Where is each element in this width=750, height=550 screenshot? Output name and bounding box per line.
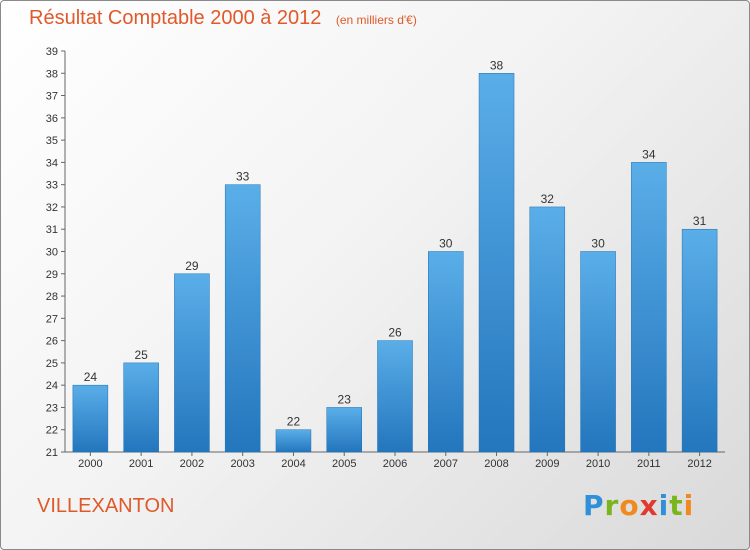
bar-2001	[123, 362, 159, 453]
bar-2010	[580, 251, 616, 453]
data-label-2011: 34	[642, 147, 656, 161]
y-tick-label: 39	[46, 46, 58, 58]
y-tick-label: 34	[46, 157, 58, 169]
bar-2008	[478, 73, 515, 453]
x-tick-label: 2012	[687, 458, 711, 470]
x-tick-label: 2005	[332, 458, 356, 470]
y-tick-label: 36	[46, 113, 58, 125]
x-tick-label: 2009	[535, 458, 559, 470]
y-tick-label: 26	[46, 336, 58, 348]
data-label-2003: 33	[236, 170, 250, 184]
data-label-2010: 30	[591, 237, 605, 251]
bar-2011	[631, 162, 667, 453]
proxiti-logo: Proxiti	[583, 489, 695, 522]
x-tick-label: 2003	[230, 458, 254, 470]
data-label-2004: 22	[287, 415, 301, 429]
x-tick-label: 2004	[281, 458, 305, 470]
title-row: Résultat Comptable 2000 à 2012 (en milli…	[29, 7, 417, 30]
bar-2004	[275, 429, 312, 453]
x-tick-label: 2006	[383, 458, 407, 470]
y-tick-label: 25	[46, 358, 58, 370]
chart-title: Résultat Comptable 2000 à 2012	[29, 7, 322, 29]
bar-2005	[326, 407, 362, 453]
data-label-2005: 23	[338, 392, 352, 406]
x-tick-label: 2002	[180, 458, 204, 470]
y-tick-label: 37	[46, 91, 58, 103]
x-tick-label: 2007	[434, 458, 458, 470]
y-tick-label: 24	[46, 380, 58, 392]
y-tick-label: 33	[46, 180, 58, 192]
y-tick-label: 31	[46, 224, 58, 236]
data-label-2012: 31	[693, 214, 707, 228]
x-tick-label: 2010	[586, 458, 610, 470]
bar-2012	[681, 228, 718, 453]
data-label-2006: 26	[388, 326, 402, 340]
y-tick-label: 28	[46, 291, 58, 303]
y-tick-label: 30	[46, 247, 58, 259]
bar-2007	[428, 251, 464, 453]
data-label-2008: 38	[490, 58, 504, 72]
chart-subtitle: (en milliers d'€)	[335, 13, 417, 27]
bar-2000	[72, 384, 109, 453]
y-tick-label: 38	[46, 68, 58, 80]
bar-2009	[529, 206, 566, 453]
y-tick-label: 21	[46, 447, 58, 459]
bar-2006	[377, 340, 413, 453]
town-name: VILLEXANTON	[37, 495, 175, 517]
data-label-2007: 30	[439, 237, 453, 251]
x-tick-label: 2001	[129, 458, 153, 470]
data-label-2002: 29	[185, 259, 199, 273]
y-tick-label: 32	[46, 202, 58, 214]
x-tick-label: 2000	[78, 458, 102, 470]
bar-2003	[224, 184, 261, 453]
data-label-2000: 24	[84, 370, 98, 384]
x-tick-label: 2011	[637, 458, 661, 470]
y-tick-label: 27	[46, 313, 58, 325]
data-label-2001: 25	[134, 348, 148, 362]
y-tick-label: 23	[46, 402, 58, 414]
data-label-2009: 32	[541, 192, 555, 206]
y-tick-label: 29	[46, 269, 58, 281]
y-tick-label: 22	[46, 425, 58, 437]
y-tick-label: 35	[46, 135, 58, 147]
bar-2002	[174, 273, 210, 453]
x-tick-label: 2008	[484, 458, 508, 470]
